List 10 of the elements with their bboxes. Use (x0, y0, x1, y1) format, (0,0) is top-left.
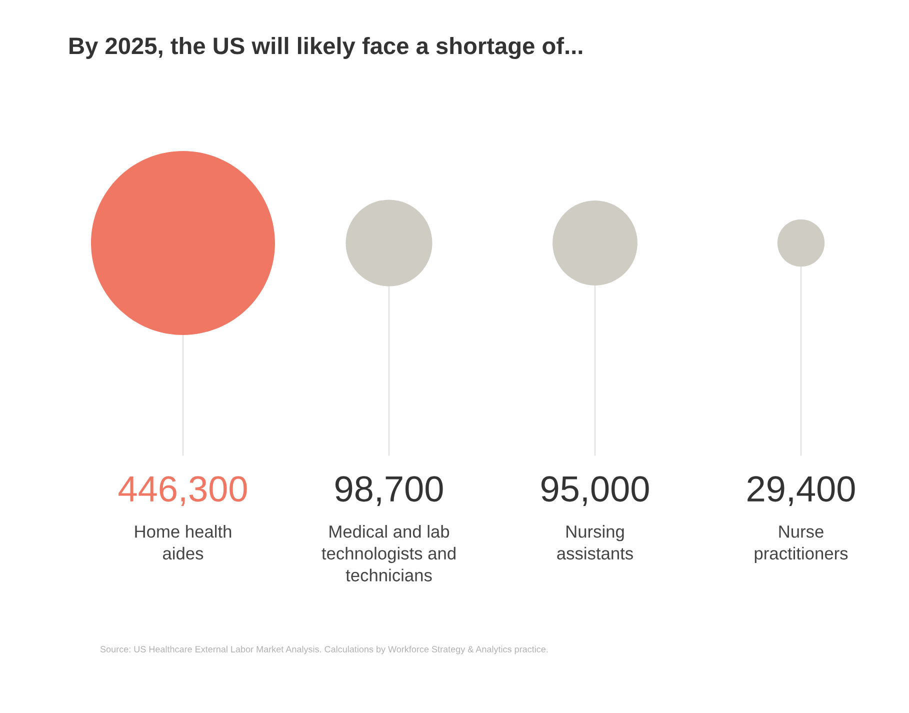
data-label: 95,000 (541, 476, 649, 506)
data-label: 446,300 (118, 476, 247, 506)
source-note: Source: US Healthcare External Labor Market Analysis. Calculations by Workforce Strategy & Analytics practice. (100, 646, 548, 654)
data-label: 29,400 (748, 476, 855, 506)
text: By 2025, the US will likely face a shortage of... (70, 36, 582, 60)
category-label: Medical and lab technologists and technicians (322, 525, 456, 582)
category-label: Home health aides (135, 525, 232, 560)
data-label: 98,700 (335, 476, 443, 506)
category-label: Nursing assistants (557, 525, 633, 560)
category-label: Nurse practitioners (754, 526, 848, 564)
